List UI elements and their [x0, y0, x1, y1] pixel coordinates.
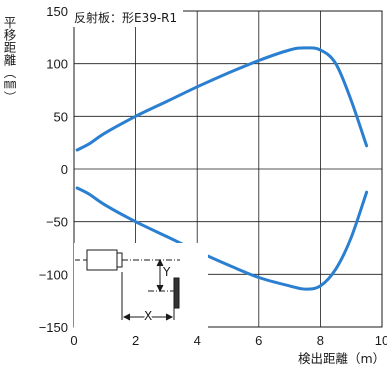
annotation-box [71, 7, 183, 27]
y-tick-label: −150 [39, 320, 68, 335]
x-tick-label: 4 [194, 333, 201, 348]
x-tick-label: 6 [255, 333, 262, 348]
y-dimension [156, 258, 164, 293]
series-line-lower [75, 186, 369, 291]
grid-lines [74, 11, 382, 327]
x-tick-label: 0 [70, 333, 77, 348]
x-tick-label: 8 [317, 333, 324, 348]
y-tick-label: 0 [61, 162, 68, 177]
tick-labels: 0 2 4 6 8 10 150 100 50 0 −50 −100 −150 [39, 4, 387, 348]
reflector-icon [148, 277, 180, 320]
sensor-icon [75, 249, 180, 320]
inset-diagram [74, 243, 208, 328]
x-dimension [122, 313, 174, 321]
x-axis-label: 検出距離（m） [298, 351, 385, 366]
series-line-upper [75, 46, 369, 152]
plot-frame [73, 10, 383, 328]
y-tick-label: −50 [46, 215, 68, 230]
inset-x-label: X [144, 309, 152, 323]
inset-y-label: Y [162, 265, 171, 279]
y-tick-label: 50 [54, 109, 68, 124]
y-tick-label: 100 [46, 57, 68, 72]
x-tick-label: 2 [132, 333, 139, 348]
y-tick-label: −100 [39, 267, 68, 282]
y-axis-label: 平移距離（㎜） [2, 16, 17, 104]
inset-background [74, 243, 208, 328]
series-lines [75, 46, 369, 291]
x-tick-label: 10 [375, 333, 387, 348]
y-tick-label: 150 [46, 4, 68, 19]
axes [73, 10, 383, 328]
annotation-text: 反射板：形E39-R1 [74, 10, 177, 25]
